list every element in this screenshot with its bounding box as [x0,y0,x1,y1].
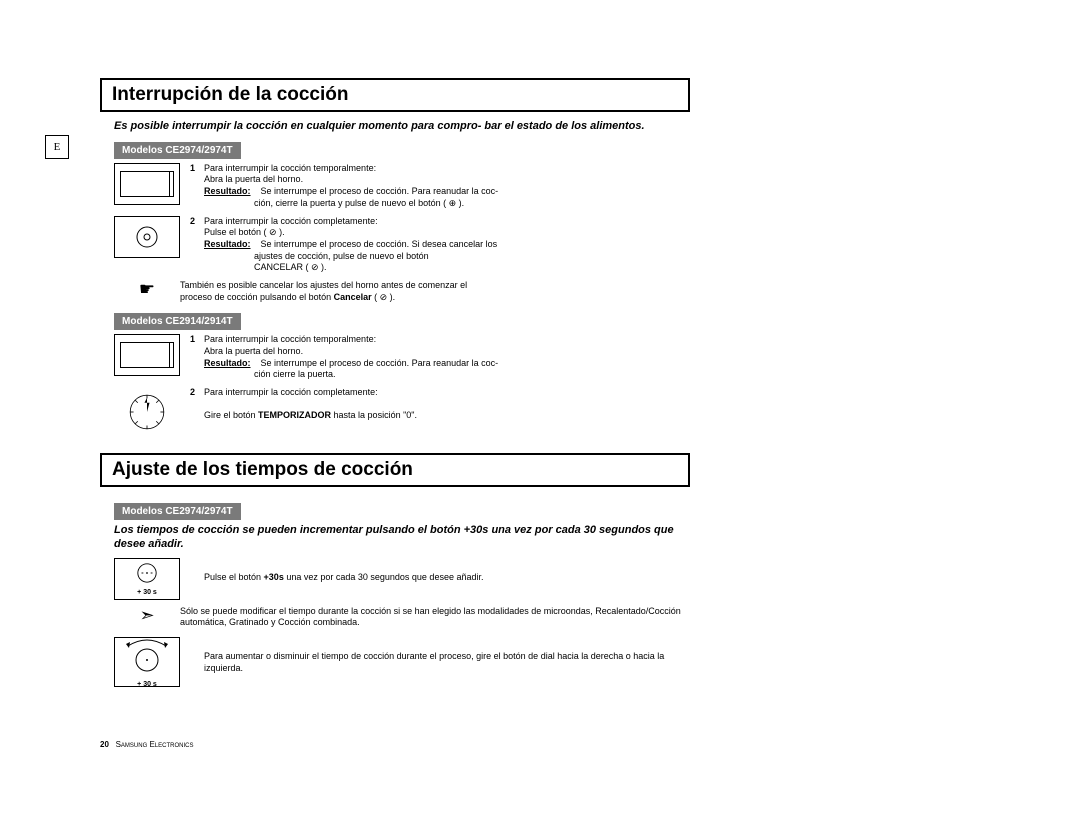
step-text: Para interrumpir la cocción temporalment… [204,163,690,210]
line: ajustes de cocción, pulse de nuevo el bo… [204,251,690,263]
cancel-button-illustration [114,216,180,258]
plus30-label: + 30 s [136,589,158,596]
microwave-illustration [114,163,180,205]
model-bar-2974: Modelos CE2974/2974T [114,142,241,159]
s1b-step2: 2 Para interrumpir la cocción completame… [100,387,690,437]
note-row: ☛ También es posible cancelar los ajuste… [114,280,690,303]
line: ción, cierre la puerta y pulse de nuevo … [204,198,690,210]
dial-rotate-illustration: + 30 s [114,637,180,687]
timer-dial-illustration [114,387,180,437]
s2-step2: + 30 s Para aumentar o disminuir el tiem… [100,637,690,687]
arrow-icon: ➣ [114,606,180,624]
microwave-illustration [114,334,180,376]
section1-intro: Es posible interrumpir la cocción en cua… [100,120,690,134]
page-number: 20 [100,740,109,749]
step-text: Para aumentar o disminuir el tiempo de c… [204,637,690,674]
step-number: 2 [190,216,204,226]
s1a-step1: 1 Para interrumpir la cocción temporalme… [100,163,690,210]
resultado-label: Resultado: [204,239,251,249]
line: Para interrumpir la cocción temporalment… [204,334,376,344]
step-number: 1 [190,163,204,173]
step-text: Para interrumpir la cocción temporalment… [204,334,690,381]
line: Se interrumpe el proceso de cocción. Si … [261,239,498,249]
line: CANCELAR ( ⊘ ). [204,262,690,274]
step-text: Para interrumpir la cocción completament… [204,387,690,422]
note-text: Sólo se puede modificar el tiempo durant… [180,606,690,629]
line: Para interrumpir la cocción temporalment… [204,163,376,173]
note-text: También es posible cancelar los ajustes … [180,280,690,303]
page-footer: 20 Samsung Electronics [100,740,193,749]
step-text: Pulse el botón +30s una vez por cada 30 … [204,558,690,584]
step-number: 1 [190,334,204,344]
s1b-step1: 1 Para interrumpir la cocción temporalme… [100,334,690,381]
section1-title: Interrupción de la cocción [100,78,690,112]
line: ción cierre la puerta. [204,369,690,381]
page-content: Interrupción de la cocción Es posible in… [100,78,690,693]
line: Abra la puerta del horno. [204,346,303,356]
plus30-button-illustration: + 30 s [114,558,180,600]
s2-step1: + 30 s Pulse el botón +30s una vez por c… [100,558,690,600]
brand-name: Samsung Electronics [116,740,194,749]
model-bar-2914: Modelos CE2914/2914T [114,313,241,330]
resultado-label: Resultado: [204,186,251,196]
resultado-label: Resultado: [204,358,251,368]
hand-icon: ☛ [114,280,180,298]
language-marker: E [45,135,69,159]
plus30-label: + 30 s [120,681,174,688]
section2-intro: Los tiempos de cocción se pueden increme… [100,524,690,552]
note-row: ➣ Sólo se puede modificar el tiempo dura… [114,606,690,629]
line: Para interrumpir la cocción completament… [204,387,378,397]
step-number: 2 [190,387,204,397]
model-bar-2974b: Modelos CE2974/2974T [114,503,241,520]
s1a-step2: 2 Para interrumpir la cocción completame… [100,216,690,274]
step-text: Para interrumpir la cocción completament… [204,216,690,274]
line: Para interrumpir la cocción completament… [204,216,378,226]
line: Se interrumpe el proceso de cocción. Par… [261,186,499,196]
line: Abra la puerta del horno. [204,174,303,184]
section2-title: Ajuste de los tiempos de cocción [100,453,690,487]
line: Se interrumpe el proceso de cocción. Par… [261,358,499,368]
line: Pulse el botón ( ⊘ ). [204,227,285,237]
